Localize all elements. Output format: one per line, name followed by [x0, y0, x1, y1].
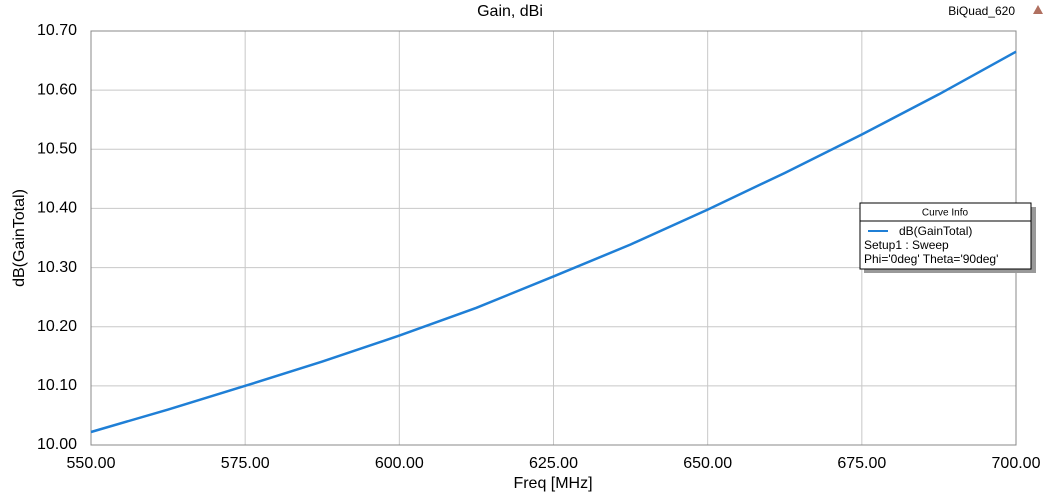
plot	[90, 50, 1017, 434]
legend-box	[859, 202, 1032, 270]
x-tick-label: 675.00	[837, 455, 886, 472]
y-tick-label: 10.40	[37, 200, 77, 217]
y-tick-label: 10.70	[37, 22, 77, 39]
legend-series: dB(GainTotal)	[899, 224, 972, 238]
x-tick-label: 600.00	[375, 455, 424, 472]
y-axis-label: dB(GainTotal)	[11, 189, 28, 287]
x-axis-label: Freq [MHz]	[513, 475, 592, 492]
y-tick-label: 10.60	[37, 81, 77, 98]
legend-line: Phi='0deg' Theta='90deg'	[864, 252, 998, 266]
chart-title: Gain, dBi	[477, 3, 543, 20]
legend-line: Setup1 : Sweep	[864, 238, 949, 252]
y-tick-label: 10.30	[37, 259, 77, 276]
logo-icon	[1033, 5, 1043, 14]
y-tick-label: 10.50	[37, 141, 77, 158]
x-tick-label: 550.00	[67, 455, 116, 472]
y-tick-label: 10.00	[37, 436, 77, 453]
y-tick-label: 10.10	[37, 377, 77, 394]
legend-title: Curve Info	[922, 208, 969, 219]
x-tick-label: 700.00	[992, 455, 1041, 472]
project-name: BiQuad_620	[948, 4, 1015, 18]
x-tick-label: 575.00	[221, 455, 270, 472]
x-tick-label: 625.00	[529, 455, 578, 472]
legend: Curve Info dB(GainTotal) Setup1 : Sweep …	[859, 202, 1036, 273]
series-line	[90, 50, 1017, 434]
y-tick-label: 10.20	[37, 318, 77, 335]
x-tick-label: 650.00	[683, 455, 732, 472]
